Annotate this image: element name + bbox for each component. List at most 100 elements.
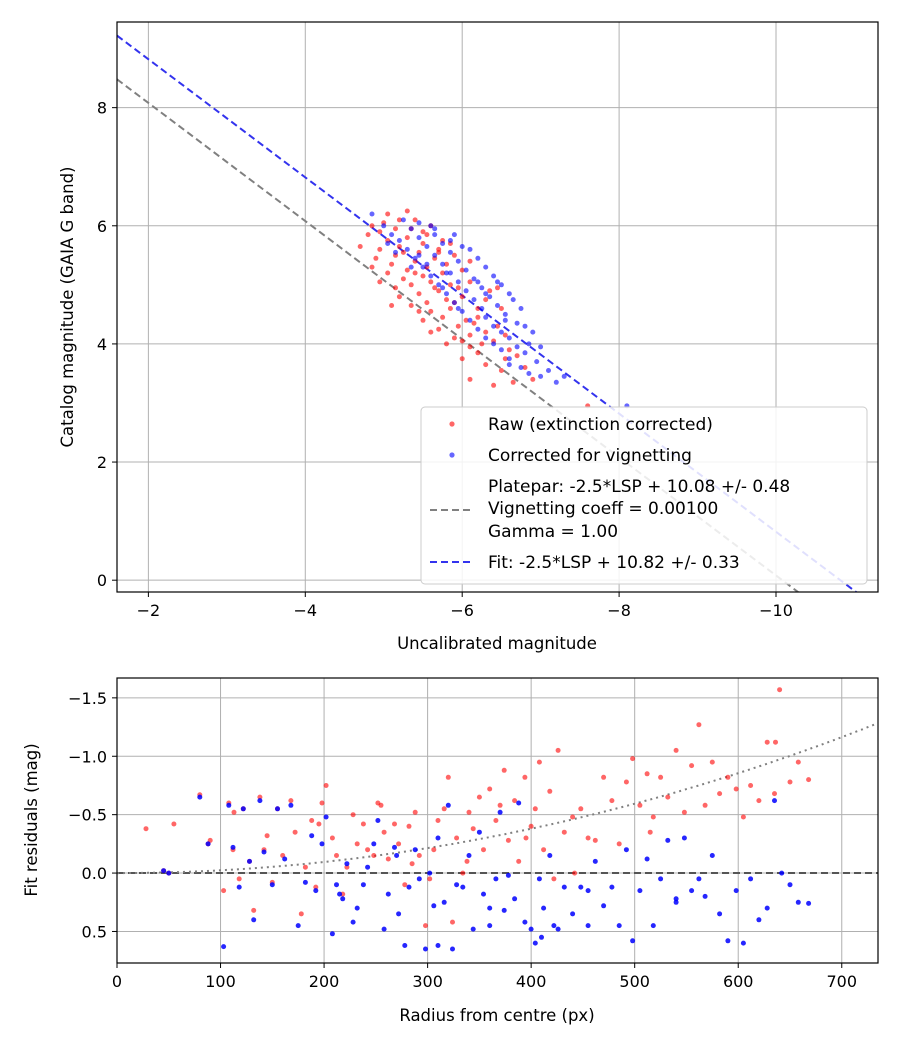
bottom-corrected-point <box>392 844 397 850</box>
bottom-raw-point <box>344 864 350 870</box>
bottom-corrected-point <box>547 853 553 858</box>
top-corrected-point <box>506 356 512 362</box>
top-corrected-point <box>475 255 481 261</box>
top-corrected-point <box>534 359 540 365</box>
bottom-raw-point <box>532 806 538 812</box>
top-raw-point <box>467 258 473 264</box>
legend-label-platepar-3: Gamma = 1.00 <box>488 522 618 542</box>
bottom-corrected-point <box>630 938 636 944</box>
top-corrected-point <box>479 306 485 311</box>
bottom-corrected-point <box>481 891 486 897</box>
top-raw-point <box>498 368 504 373</box>
top-corrected-point <box>561 373 567 379</box>
bottom-scatter-points <box>143 687 812 952</box>
bottom-raw-point <box>423 923 428 929</box>
bottom-corrected-point <box>261 849 267 855</box>
bottom-corrected-point <box>288 802 294 808</box>
bottom-y-axis-label: Fit residuals (mag) <box>22 743 41 896</box>
bottom-raw-point <box>392 821 397 827</box>
bottom-corrected-point <box>385 891 391 897</box>
top-x-tick-label: −6 <box>450 601 474 620</box>
top-x-tick-label: −10 <box>759 601 793 620</box>
bottom-raw-point <box>360 821 366 827</box>
top-raw-point <box>447 306 453 311</box>
bottom-corrected-point <box>427 870 433 876</box>
top-raw-point <box>428 279 434 285</box>
bottom-raw-point <box>251 907 257 913</box>
bottom-y-tick-label: −0.5 <box>68 806 107 825</box>
legend-label-corrected: Corrected for vignetting <box>488 446 692 466</box>
bottom-corrected-point <box>240 806 246 812</box>
bottom-corrected-point <box>681 835 687 841</box>
top-corrected-point <box>428 223 434 229</box>
bottom-corrected-point <box>673 899 679 905</box>
bottom-raw-point <box>570 814 576 820</box>
bottom-corrected-point <box>166 870 172 876</box>
top-raw-point <box>451 335 457 341</box>
bottom-corrected-point <box>585 888 591 894</box>
bottom-corrected-point <box>354 905 360 911</box>
bottom-corrected-point <box>340 896 346 902</box>
top-corrected-point <box>432 252 438 258</box>
top-raw-point <box>502 332 508 338</box>
bottom-x-tick-label: 200 <box>309 972 340 991</box>
bottom-y-ticks: 0.5 0.0 −0.5 −1.0 −1.5 <box>68 689 117 941</box>
bottom-corrected-point <box>309 833 315 839</box>
bottom-raw-point <box>470 826 476 832</box>
top-corrected-point <box>475 326 481 332</box>
top-raw-point <box>495 323 500 329</box>
top-corrected-point <box>487 294 493 300</box>
top-corrected-point <box>381 223 387 229</box>
bottom-raw-point <box>764 739 770 745</box>
top-raw-point <box>404 235 410 241</box>
bottom-corrected-point <box>344 861 350 867</box>
bottom-corrected-point <box>445 802 451 808</box>
bottom-raw-point <box>378 802 384 808</box>
bottom-y-tick-label: 0.5 <box>82 922 107 941</box>
bottom-corrected-point <box>197 794 203 800</box>
top-raw-point <box>479 341 485 347</box>
bottom-corrected-point <box>601 903 607 909</box>
bottom-raw-point <box>441 806 447 812</box>
bottom-corrected-point <box>650 923 656 929</box>
bottom-corrected-point <box>536 876 542 882</box>
top-corrected-point <box>396 238 402 243</box>
top-raw-point <box>420 229 426 235</box>
top-raw-point <box>459 267 465 273</box>
bottom-corrected-point <box>623 847 629 853</box>
top-corrected-point <box>459 244 465 249</box>
bottom-raw-point <box>702 802 708 808</box>
top-x-tick-label: −8 <box>607 601 631 620</box>
top-raw-point <box>404 208 410 214</box>
bottom-chart-panel: 0 100 200 300 400 500 600 700 0.5 0.0 −0.5 −1.0 −1.… <box>22 677 879 1025</box>
top-raw-point <box>424 232 430 238</box>
bottom-corrected-point <box>423 946 428 952</box>
bottom-raw-point <box>288 798 294 804</box>
bottom-corrected-point <box>658 876 664 882</box>
bottom-raw-point <box>501 767 507 773</box>
bottom-raw-point <box>512 798 518 804</box>
top-corrected-point <box>502 311 508 317</box>
bottom-corrected-point <box>764 905 770 911</box>
top-raw-point <box>377 279 383 285</box>
top-corrected-point <box>506 335 512 341</box>
top-raw-point <box>396 294 402 300</box>
bottom-raw-point <box>334 853 339 858</box>
bottom-raw-point <box>316 821 322 827</box>
bottom-y-tick-label: −1.0 <box>68 747 107 766</box>
top-raw-point <box>404 267 410 273</box>
bottom-corrected-point <box>236 884 242 890</box>
top-raw-point <box>444 341 449 347</box>
top-y-ticks: 0 2 4 6 8 <box>97 99 117 590</box>
top-corrected-point <box>514 320 520 326</box>
top-corrected-point <box>483 335 489 341</box>
bottom-raw-point <box>740 814 746 820</box>
bottom-corrected-point <box>226 802 232 808</box>
top-corrected-point <box>420 264 426 270</box>
bottom-raw-point <box>323 783 329 788</box>
bottom-raw-point <box>143 826 149 832</box>
bottom-raw-point <box>292 829 298 835</box>
top-corrected-point <box>538 373 544 379</box>
top-corrected-point <box>546 368 551 373</box>
top-corrected-point <box>526 371 532 376</box>
